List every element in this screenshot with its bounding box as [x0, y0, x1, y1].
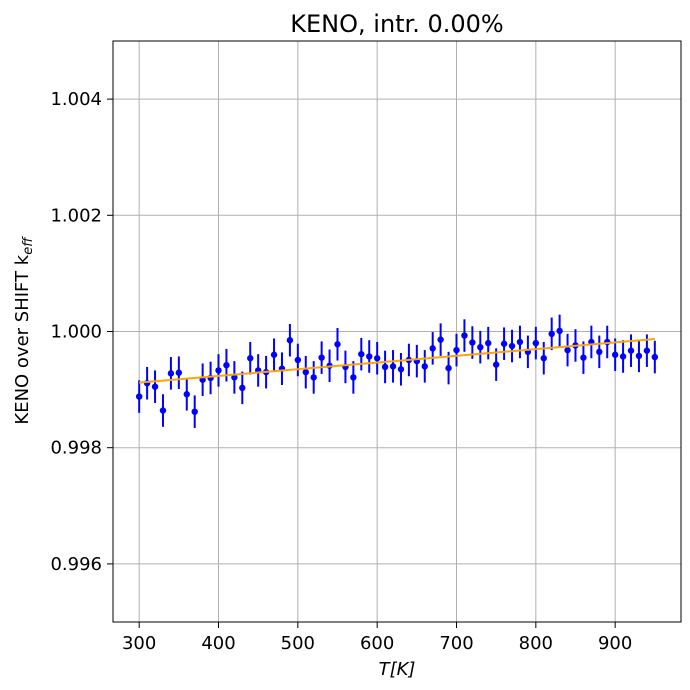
data-point [421, 363, 428, 370]
ticks: 300 400 500 600 700 800 900 0.996 0.998 1.000 1.00… [50, 89, 632, 654]
data-point [231, 374, 238, 381]
data-point [651, 353, 659, 361]
y-axis-label: KENO over SHIFT keff [12, 236, 36, 425]
data-point [294, 356, 302, 364]
y-axis-label-subscript: eff [21, 236, 36, 255]
data-point [445, 364, 452, 372]
data-point [223, 361, 230, 369]
data-point [191, 408, 198, 415]
y-tick-label: 0.998 [50, 438, 102, 459]
x-tick-label: 300 [122, 633, 156, 654]
data-point [508, 342, 516, 350]
data-point [556, 327, 563, 335]
data-point [611, 351, 619, 358]
data-point [373, 355, 381, 362]
data-point [270, 351, 278, 358]
data-point [350, 374, 357, 381]
data-point [437, 336, 444, 343]
data-point [318, 354, 325, 361]
y-tick-label: 1.004 [50, 89, 102, 110]
x-tick-label: 800 [519, 633, 553, 654]
x-axis-label: T[K] [379, 659, 416, 680]
data-point [366, 353, 373, 360]
data-point [643, 347, 651, 354]
data-point [548, 330, 555, 338]
data-point [302, 368, 309, 376]
data-point [247, 355, 254, 362]
x-tick-label: 500 [281, 633, 315, 654]
data-point [540, 355, 547, 362]
data-point [485, 339, 492, 347]
data-point [619, 353, 627, 360]
data-point [635, 352, 643, 360]
fit-line [139, 338, 655, 384]
data-point [175, 369, 183, 376]
data-point [429, 345, 436, 352]
y-tick-label: 0.996 [50, 554, 102, 575]
data-point [310, 374, 317, 381]
plot-area [135, 314, 659, 428]
data-point [532, 339, 540, 347]
y-tick-label: 1.002 [50, 205, 102, 226]
data-point [167, 370, 175, 377]
data-point [334, 341, 341, 348]
data-point [580, 354, 587, 361]
data-point [500, 340, 508, 347]
data-point [397, 366, 405, 373]
x-tick-label: 600 [360, 633, 394, 654]
data-point [596, 348, 603, 356]
data-point [358, 350, 365, 358]
y-axis-label-main: KENO over SHIFT k [12, 254, 33, 424]
data-point [516, 338, 524, 346]
data-point [151, 383, 159, 390]
x-tick-label: 900 [598, 633, 632, 654]
x-tick-label: 700 [439, 633, 473, 654]
grid [113, 41, 681, 622]
chart-title: KENO, intr. 0.00% [290, 10, 503, 38]
data-point [381, 363, 389, 371]
data-point [183, 391, 190, 398]
data-point [477, 343, 484, 351]
data-point [469, 339, 476, 346]
data-point [159, 407, 167, 414]
data-point [627, 347, 635, 354]
data-point [286, 337, 294, 344]
y-tick-label: 1.000 [50, 322, 102, 343]
data-point [453, 346, 460, 354]
data-point [492, 361, 500, 368]
data-point [389, 363, 397, 370]
data-point [215, 367, 222, 374]
data-point [239, 384, 246, 392]
data-point [135, 393, 143, 400]
data-point [564, 346, 571, 354]
data-point [461, 332, 468, 339]
x-tick-label: 400 [201, 633, 235, 654]
